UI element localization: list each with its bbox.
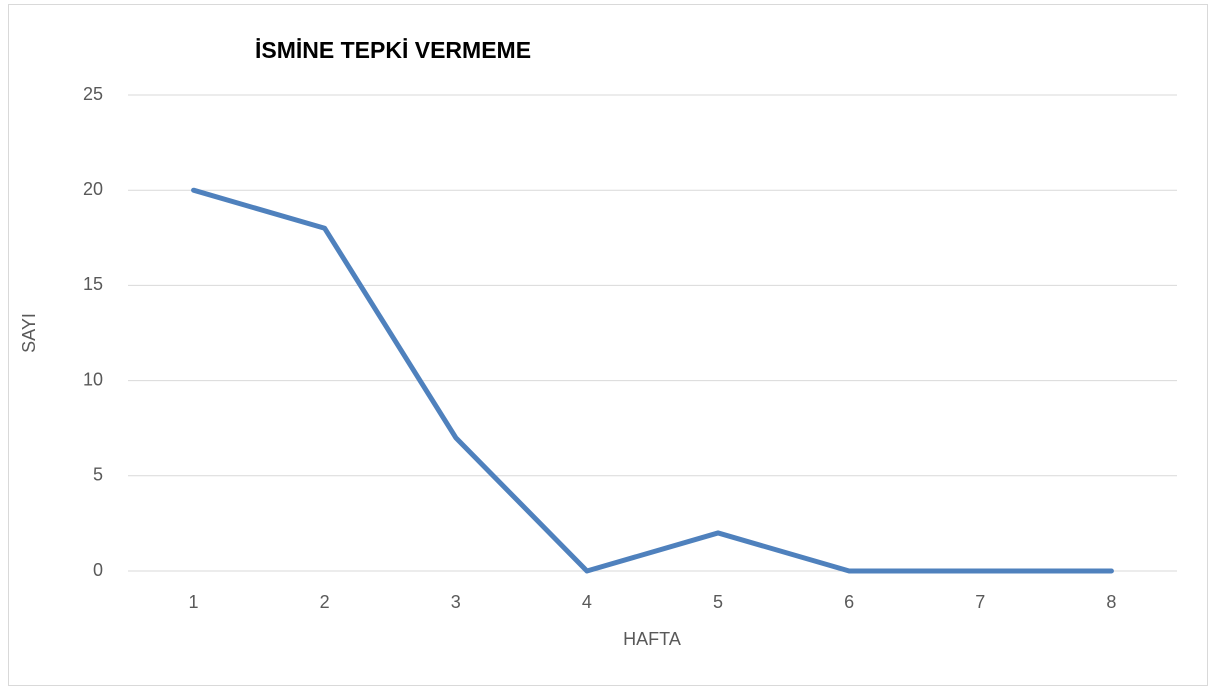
x-tick-label: 8 xyxy=(1106,592,1116,612)
x-tick-label: 1 xyxy=(189,592,199,612)
chart-title: İSMİNE TEPKİ VERMEME xyxy=(255,37,531,63)
y-tick-label: 15 xyxy=(83,274,103,294)
y-tick-label: 10 xyxy=(83,369,103,389)
y-tick-label: 0 xyxy=(93,560,103,580)
x-tick-label: 6 xyxy=(844,592,854,612)
x-tick-label: 2 xyxy=(320,592,330,612)
x-tick-label: 7 xyxy=(975,592,985,612)
y-tick-label: 20 xyxy=(83,179,103,199)
series-line xyxy=(191,187,1114,574)
x-tick-label: 3 xyxy=(451,592,461,612)
y-tick-label: 5 xyxy=(93,465,103,485)
x-tick-label: 5 xyxy=(713,592,723,612)
y-axis-label: SAYI xyxy=(19,313,39,353)
chart-border xyxy=(8,4,1208,686)
y-tick-label: 25 xyxy=(83,84,103,104)
x-axis-label: HAFTA xyxy=(623,629,681,649)
x-tick-label: 4 xyxy=(582,592,592,612)
